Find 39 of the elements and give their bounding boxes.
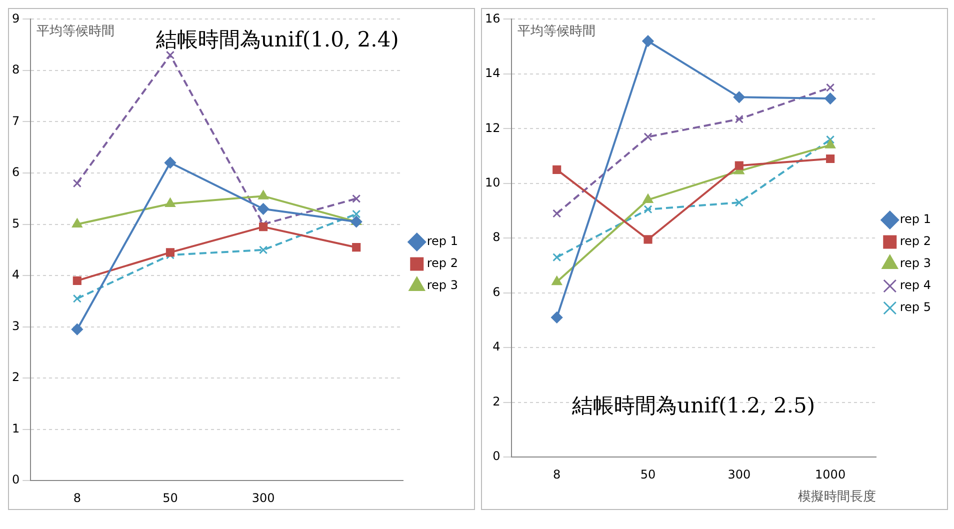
- legend-label: rep 1: [900, 212, 932, 226]
- y-tick-label: 5: [12, 216, 20, 230]
- x-tick-label: 50: [640, 467, 656, 482]
- legend-label: rep 5: [900, 300, 932, 314]
- x-axis-title: 模擬時間長度: [798, 488, 876, 505]
- y-axis-title: 平均等候時間: [36, 24, 115, 40]
- y-tick-label: 4: [492, 340, 500, 354]
- x-tick-label: 8: [553, 467, 561, 482]
- y-tick-label: 6: [12, 165, 20, 180]
- y-tick-label: 16: [484, 11, 500, 26]
- y-tick-label: 2: [12, 370, 20, 384]
- y-tick-label: 14: [484, 66, 500, 80]
- y-tick-label: 10: [484, 176, 500, 190]
- legend-label: rep 3: [426, 278, 458, 292]
- legend-label: rep 2: [900, 234, 932, 248]
- y-tick-label: 3: [12, 318, 20, 333]
- x-tick-label: 8: [73, 490, 81, 505]
- y-tick-label: 7: [12, 114, 20, 128]
- y-tick-label: 2: [492, 394, 500, 408]
- legend-label: rep 1: [426, 234, 458, 248]
- x-tick-label: 300: [728, 467, 751, 482]
- x-tick-label: 1000: [815, 467, 846, 482]
- y-tick-label: 1: [12, 421, 20, 436]
- y-tick-label: 6: [492, 284, 500, 299]
- annotation: 結帳時間為unif(1.0, 2.4): [154, 28, 399, 52]
- legend-label: rep 3: [900, 256, 932, 270]
- legend-label: rep 2: [426, 256, 458, 270]
- y-tick-label: 9: [12, 11, 20, 26]
- x-tick-label: 300: [252, 490, 275, 505]
- y-tick-label: 8: [12, 62, 20, 77]
- legend-label: rep 4: [900, 278, 932, 292]
- y-tick-label: 0: [492, 449, 500, 464]
- y-tick-label: 0: [12, 472, 20, 487]
- y-tick-label: 12: [484, 120, 500, 135]
- y-tick-label: 4: [12, 268, 20, 282]
- y-tick-label: 8: [492, 230, 500, 244]
- annotation: 結帳時間為unif(1.2, 2.5): [571, 393, 816, 418]
- x-tick-label: 50: [162, 490, 178, 505]
- y-axis-title: 平均等候時間: [517, 24, 596, 40]
